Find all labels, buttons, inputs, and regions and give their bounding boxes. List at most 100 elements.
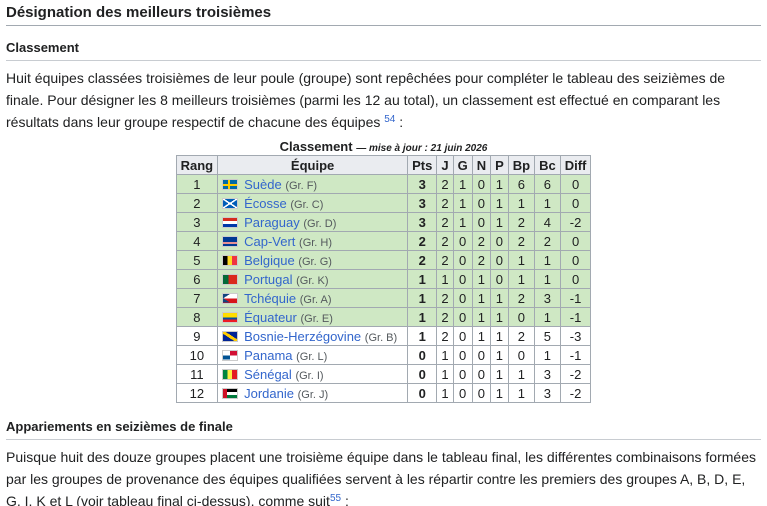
team-link[interactable]: Panama xyxy=(244,347,293,363)
stat-cell: 3 xyxy=(534,288,561,308)
flag-icon xyxy=(222,178,239,190)
stat-cell: 1 xyxy=(436,364,454,384)
stat-cell: 0 xyxy=(559,269,592,289)
column-header: Bc xyxy=(534,155,561,175)
column-header: Pts xyxy=(407,155,438,175)
stat-cell: 0 xyxy=(471,364,492,384)
team-link[interactable]: Écosse xyxy=(244,195,287,211)
table-row: 8 Équateur (Gr. E) 1 2 0 1 1 0 1 -1 xyxy=(175,307,592,327)
stat-cell: 2 xyxy=(436,288,454,308)
stat-cell: 2 xyxy=(436,326,454,346)
table-row: 10 Panama (Gr. L) 0 1 0 0 1 0 1 -1 xyxy=(175,345,592,365)
stat-cell: -2 xyxy=(559,212,592,232)
table-row: 2 Écosse (Gr. C) 3 2 1 0 1 1 1 0 xyxy=(175,193,592,213)
team-cell: Belgique (Gr. G) xyxy=(217,250,409,270)
rank-cell: 1 xyxy=(175,174,219,194)
stat-cell: 2 xyxy=(436,212,454,232)
team-link[interactable]: Équateur xyxy=(244,309,297,325)
paragraph: Puisque huit des douze groupes placent u… xyxy=(6,446,761,506)
team-link[interactable]: Belgique xyxy=(244,252,295,268)
team-link[interactable]: Bosnie-Herzégovine xyxy=(244,328,362,344)
stat-cell: 3 xyxy=(534,383,561,403)
flag-icon xyxy=(222,197,239,209)
team-cell: Écosse (Gr. C) xyxy=(217,193,409,213)
stat-cell: -3 xyxy=(559,326,592,346)
points-cell: 1 xyxy=(407,288,438,308)
stat-cell: 1 xyxy=(507,250,536,270)
team-link[interactable]: Cap-Vert xyxy=(244,233,296,249)
stat-cell: 1 xyxy=(452,212,473,232)
group-label: (Gr. C) xyxy=(290,198,324,211)
flag-icon xyxy=(222,387,239,399)
team-cell: Panama (Gr. L) xyxy=(217,345,409,365)
column-header: Diff xyxy=(559,155,592,175)
rank-cell: 6 xyxy=(175,269,219,289)
team-link[interactable]: Portugal xyxy=(244,271,293,287)
points-cell: 3 xyxy=(407,174,438,194)
stat-cell: 1 xyxy=(490,326,509,346)
stat-cell: 0 xyxy=(471,383,492,403)
group-label: (Gr. G) xyxy=(298,255,332,268)
rank-cell: 4 xyxy=(175,231,219,251)
stat-cell: 0 xyxy=(471,193,492,213)
stat-cell: 0 xyxy=(452,383,473,403)
column-header: Équipe xyxy=(217,155,409,175)
table-caption: Classement — mise à jour : 21 juin 2026 xyxy=(176,140,592,155)
rank-cell: 5 xyxy=(175,250,219,270)
stat-cell: 1 xyxy=(471,307,492,327)
paragraph: Huit équipes classées troisièmes de leur… xyxy=(6,67,761,133)
stat-cell: 1 xyxy=(471,269,492,289)
header-row: Rang Équipe Pts J G N P Bp Bc Diff xyxy=(175,155,592,175)
team-link[interactable]: Tchéquie xyxy=(244,290,297,306)
column-header: J xyxy=(436,155,454,175)
stat-cell: -1 xyxy=(559,307,592,327)
stat-cell: 1 xyxy=(490,174,509,194)
table-row: 4 Cap-Vert (Gr. H) 2 2 0 2 0 2 2 0 xyxy=(175,231,592,251)
stat-cell: 1 xyxy=(507,383,536,403)
stat-cell: 1 xyxy=(490,383,509,403)
team-cell: Tchéquie (Gr. A) xyxy=(217,288,409,308)
table-row: 5 Belgique (Gr. G) 2 2 0 2 0 1 1 0 xyxy=(175,250,592,270)
reference[interactable]: 54 xyxy=(384,114,396,125)
column-header: P xyxy=(490,155,509,175)
team-link[interactable]: Paraguay xyxy=(244,214,300,230)
points-cell: 3 xyxy=(407,212,438,232)
stat-cell: 0 xyxy=(507,307,536,327)
flag-icon xyxy=(222,349,239,361)
stat-cell: 2 xyxy=(436,174,454,194)
stat-cell: 1 xyxy=(534,269,561,289)
reference[interactable]: 55 xyxy=(329,493,342,504)
stat-cell: 1 xyxy=(507,364,536,384)
stat-cell: 1 xyxy=(534,307,561,327)
stat-cell: 1 xyxy=(490,345,509,365)
stat-cell: 0 xyxy=(490,250,509,270)
points-cell: 2 xyxy=(407,250,438,270)
stat-cell: -1 xyxy=(559,345,592,365)
stat-cell: 2 xyxy=(507,231,536,251)
group-label: (Gr. B) xyxy=(364,331,398,344)
table-row: 12 Jordanie (Gr. J) 0 1 0 0 1 1 3 -2 xyxy=(175,383,592,403)
points-cell: 1 xyxy=(407,326,438,346)
flag-icon xyxy=(222,254,239,266)
team-link[interactable]: Suède xyxy=(244,176,282,192)
stat-cell: 0 xyxy=(490,269,509,289)
column-header: G xyxy=(452,155,473,175)
stat-cell: 1 xyxy=(490,193,509,213)
rank-cell: 12 xyxy=(175,383,219,403)
team-link[interactable]: Jordanie xyxy=(244,385,294,401)
stat-cell: 1 xyxy=(436,269,454,289)
stat-cell: 0 xyxy=(471,174,492,194)
stat-cell: 0 xyxy=(452,288,473,308)
stat-cell: 0 xyxy=(471,212,492,232)
group-label: (Gr. I) xyxy=(295,369,324,382)
table-row: 9 Bosnie-Herzégovine (Gr. B) 1 2 0 1 1 2 5 -3 xyxy=(175,326,592,346)
stat-cell: 1 xyxy=(471,288,492,308)
paragraph-end: : xyxy=(341,493,349,506)
rank-cell: 11 xyxy=(175,364,219,384)
stat-cell: 1 xyxy=(471,326,492,346)
team-link[interactable]: Sénégal xyxy=(244,366,292,382)
team-cell: Jordanie (Gr. J) xyxy=(217,383,409,403)
group-label: (Gr. L) xyxy=(296,350,328,363)
